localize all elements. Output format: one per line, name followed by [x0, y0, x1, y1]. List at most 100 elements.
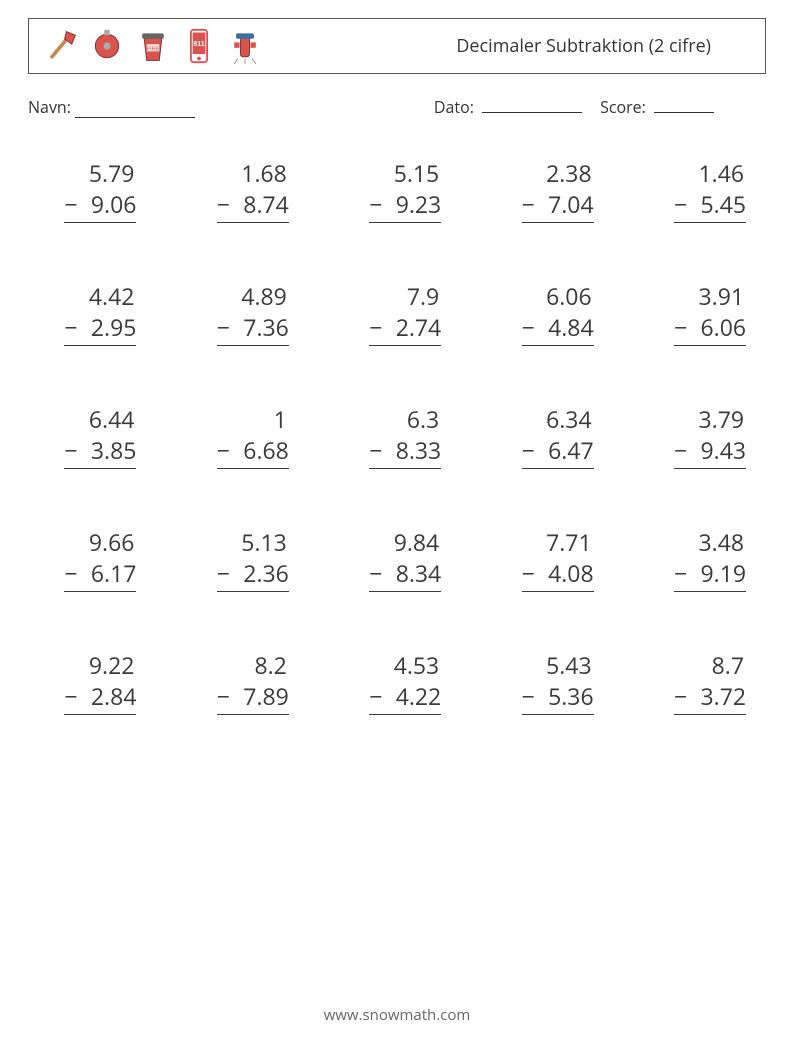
- problem-3-1: 5.13−2.36: [188, 527, 300, 592]
- problem-4-3: 5.43−5.36: [493, 650, 605, 715]
- subtrahend-row: −3.72: [674, 681, 746, 715]
- subtrahend-row: −7.36: [217, 312, 289, 346]
- minus-sign: −: [369, 435, 382, 466]
- minuend: 9.66: [89, 527, 137, 558]
- bell-icon: [89, 26, 125, 66]
- minuend: 9.84: [394, 527, 442, 558]
- subtrahend: 2.84: [91, 681, 137, 712]
- score-label: Score:: [600, 96, 646, 118]
- name-label: Navn:: [28, 96, 71, 118]
- problem-0-0: 5.79−9.06: [36, 158, 148, 223]
- minus-sign: −: [217, 189, 230, 220]
- subtrahend-row: −9.19: [674, 558, 746, 592]
- subtrahend-row: −2.36: [217, 558, 289, 592]
- minus-sign: −: [369, 681, 382, 712]
- problem-3-3: 7.71−4.08: [493, 527, 605, 592]
- subtrahend: 9.43: [701, 435, 747, 466]
- problem-2-2: 6.3−8.33: [341, 404, 453, 469]
- subtrahend: 2.95: [91, 312, 137, 343]
- minuend: 4.42: [89, 281, 137, 312]
- problem-2-1: 1−6.68: [188, 404, 300, 469]
- problem-0-2: 5.15−9.23: [341, 158, 453, 223]
- subtrahend: 9.19: [701, 558, 747, 589]
- problem-1-1: 4.89−7.36: [188, 281, 300, 346]
- subtrahend-row: −6.47: [522, 435, 594, 469]
- minuend: 9.22: [89, 650, 137, 681]
- name-blank: [75, 102, 195, 118]
- subtrahend: 7.04: [548, 189, 594, 220]
- problem-0-4: 1.46−5.45: [646, 158, 758, 223]
- minuend: 7.71: [546, 527, 594, 558]
- minuend: 6.06: [546, 281, 594, 312]
- svg-text:FIRE: FIRE: [147, 47, 160, 53]
- problem-3-4: 3.48−9.19: [646, 527, 758, 592]
- problem-4-1: 8.2−7.89: [188, 650, 300, 715]
- minuend: 3.48: [699, 527, 747, 558]
- worksheet-page: FIRE 911 Decimaler Subtraktion (2 cifre): [0, 0, 794, 715]
- minuend: 5.79: [89, 158, 137, 189]
- problem-3-2: 9.84−8.34: [341, 527, 453, 592]
- minuend: 6.44: [89, 404, 137, 435]
- subtrahend: 6.68: [243, 435, 289, 466]
- subtrahend-row: −8.34: [369, 558, 441, 592]
- subtrahend: 8.33: [396, 435, 442, 466]
- subtrahend: 4.08: [548, 558, 594, 589]
- subtrahend-row: −5.36: [522, 681, 594, 715]
- subtrahend: 8.34: [396, 558, 442, 589]
- problem-2-4: 3.79−9.43: [646, 404, 758, 469]
- subtrahend-row: −3.85: [64, 435, 136, 469]
- minus-sign: −: [369, 312, 382, 343]
- problem-4-4: 8.7−3.72: [646, 650, 758, 715]
- subtrahend-row: −2.84: [64, 681, 136, 715]
- minuend: 7.9: [407, 281, 441, 312]
- minuend: 5.43: [546, 650, 594, 681]
- problem-4-2: 4.53−4.22: [341, 650, 453, 715]
- score-blank: [654, 97, 714, 113]
- minus-sign: −: [674, 435, 687, 466]
- subtrahend: 6.06: [701, 312, 747, 343]
- subtrahend-row: −2.95: [64, 312, 136, 346]
- problem-1-3: 6.06−4.84: [493, 281, 605, 346]
- minus-sign: −: [522, 312, 535, 343]
- subtrahend-row: −4.22: [369, 681, 441, 715]
- minus-sign: −: [217, 435, 230, 466]
- minuend: 6.34: [546, 404, 594, 435]
- minus-sign: −: [64, 558, 77, 589]
- subtrahend-row: −8.33: [369, 435, 441, 469]
- minus-sign: −: [64, 681, 77, 712]
- subtrahend: 2.36: [243, 558, 289, 589]
- minus-sign: −: [674, 312, 687, 343]
- problem-1-2: 7.9−2.74: [341, 281, 453, 346]
- problems-grid: 5.79−9.061.68−8.745.15−9.232.38−7.041.46…: [28, 158, 766, 715]
- subtrahend-row: −9.23: [369, 189, 441, 223]
- subtrahend: 6.17: [91, 558, 137, 589]
- minus-sign: −: [522, 558, 535, 589]
- minuend: 1.68: [241, 158, 289, 189]
- minuend: 2.38: [546, 158, 594, 189]
- subtrahend-row: −9.43: [674, 435, 746, 469]
- subtrahend: 5.45: [701, 189, 747, 220]
- hydrant-icon: [227, 26, 263, 66]
- minus-sign: −: [522, 189, 535, 220]
- minus-sign: −: [369, 558, 382, 589]
- problem-1-4: 3.91−6.06: [646, 281, 758, 346]
- minus-sign: −: [217, 681, 230, 712]
- subtrahend-row: −6.68: [217, 435, 289, 469]
- subtrahend: 9.23: [396, 189, 442, 220]
- minus-sign: −: [674, 681, 687, 712]
- problem-0-3: 2.38−7.04: [493, 158, 605, 223]
- subtrahend-row: −2.74: [369, 312, 441, 346]
- info-row: Navn: Dato: Score:: [28, 96, 766, 118]
- subtrahend: 2.74: [396, 312, 442, 343]
- subtrahend: 6.47: [548, 435, 594, 466]
- minus-sign: −: [64, 435, 77, 466]
- subtrahend: 8.74: [243, 189, 289, 220]
- minuend: 1.46: [699, 158, 747, 189]
- subtrahend-row: −4.84: [522, 312, 594, 346]
- subtrahend: 4.22: [396, 681, 442, 712]
- problem-1-0: 4.42−2.95: [36, 281, 148, 346]
- minuend: 4.89: [241, 281, 289, 312]
- subtrahend: 7.89: [243, 681, 289, 712]
- subtrahend: 3.85: [91, 435, 137, 466]
- footer-url: www.snowmath.com: [0, 1005, 794, 1025]
